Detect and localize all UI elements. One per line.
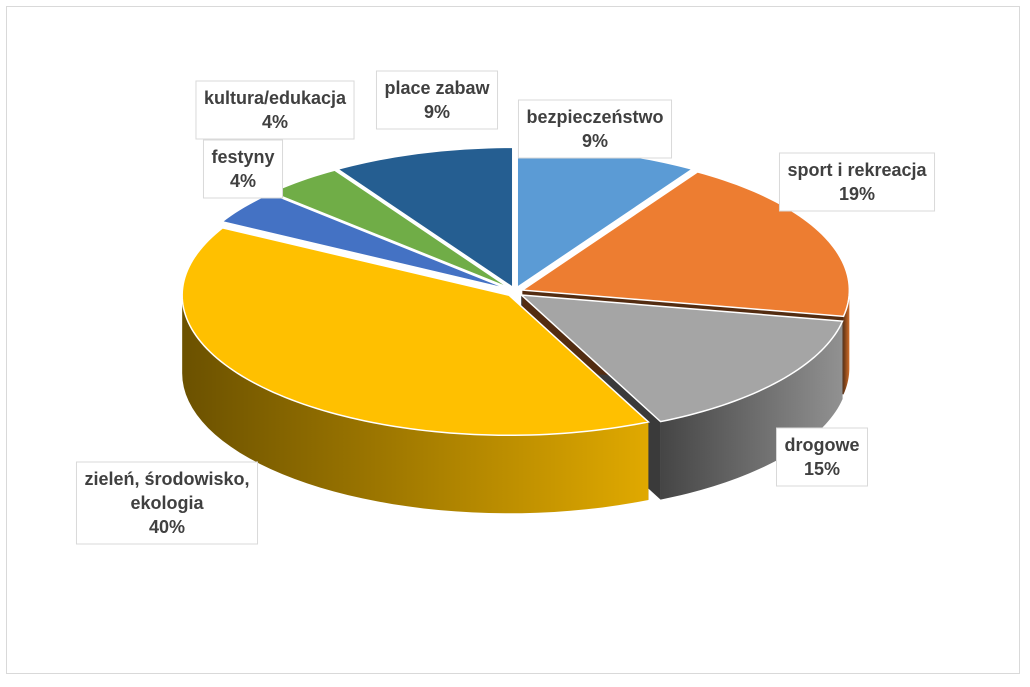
data-label-6-line-0: place zabaw bbox=[384, 78, 490, 98]
data-label-3-line-0: zieleń, środowisko, bbox=[84, 469, 249, 489]
data-label-5: kultura/edukacja 4% bbox=[195, 80, 355, 140]
data-label-0: bezpieczeństwo 9% bbox=[517, 99, 673, 159]
data-label-5-line-0: kultura/edukacja bbox=[204, 88, 347, 108]
data-label-2-line-1: 15% bbox=[804, 459, 840, 479]
data-label-box-0 bbox=[517, 99, 673, 159]
data-label-3-line-1: ekologia bbox=[130, 493, 204, 513]
pie-slices bbox=[181, 146, 851, 437]
data-label-0-line-0: bezpieczeństwo bbox=[526, 107, 663, 127]
data-label-box-3 bbox=[75, 461, 259, 545]
data-label-3-line-2: 40% bbox=[149, 517, 185, 537]
data-label-box-4 bbox=[202, 139, 284, 199]
slice-side-3 bbox=[182, 295, 649, 514]
pie-slice-2 bbox=[519, 294, 844, 423]
data-label-1-line-1: 19% bbox=[839, 184, 875, 204]
data-label-box-5 bbox=[195, 80, 355, 140]
data-labels: bezpieczeństwo 9% sport i rekreacja 19% drog… bbox=[75, 70, 936, 545]
data-label-1-line-0: sport i rekreacja bbox=[787, 160, 927, 180]
pie-slice-6 bbox=[335, 146, 514, 289]
data-label-2: drogowe 15% bbox=[776, 427, 868, 487]
data-label-6: place zabaw 9% bbox=[375, 70, 499, 130]
data-label-4-line-0: festyny bbox=[211, 147, 274, 167]
pie-slice-1 bbox=[520, 171, 851, 318]
data-label-3: zieleń, środowisko, ekologia 40% bbox=[75, 461, 259, 545]
data-label-box-2 bbox=[776, 427, 868, 487]
data-label-box-6 bbox=[375, 70, 499, 130]
slice-side-1 bbox=[843, 290, 850, 395]
data-label-4: festyny 4% bbox=[202, 139, 284, 199]
pie-slice-3 bbox=[181, 227, 651, 437]
data-label-6-line-1: 9% bbox=[424, 102, 450, 122]
pie-chart: bezpieczeństwo 9% sport i rekreacja 19% drog… bbox=[75, 70, 936, 545]
data-label-1: sport i rekreacja 19% bbox=[778, 152, 936, 212]
data-label-box-1 bbox=[778, 152, 936, 212]
chart-area: bezpieczeństwo 9% sport i rekreacja 19% drog… bbox=[6, 6, 1020, 674]
data-label-4-line-1: 4% bbox=[230, 171, 256, 191]
data-label-2-line-0: drogowe bbox=[785, 435, 860, 455]
data-label-0-line-1: 9% bbox=[582, 131, 608, 151]
slice-side-2 bbox=[660, 321, 843, 500]
data-label-5-line-1: 4% bbox=[262, 112, 288, 132]
